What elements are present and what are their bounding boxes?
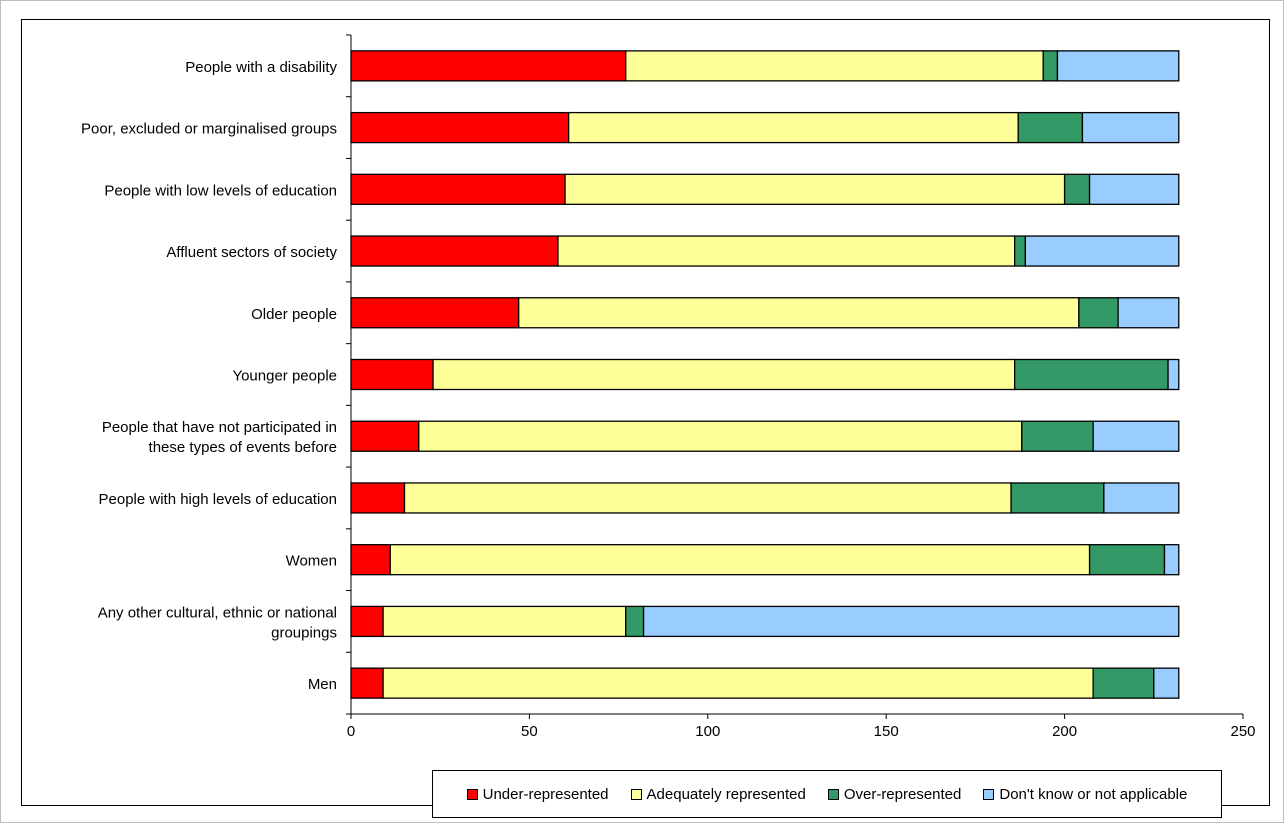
legend: Under-represented Adequately represented O… — [432, 770, 1222, 818]
bar-segment — [382, 605, 627, 638]
legend-swatch — [466, 788, 478, 800]
bar-segment — [389, 544, 1091, 576]
bar-segment — [1078, 297, 1119, 329]
chart-area: People with a disability Poor, excluded o… — [21, 19, 1270, 818]
bar-segment — [350, 50, 627, 82]
bar-segment — [1103, 482, 1180, 514]
bar-segment — [418, 420, 1023, 452]
legend-item: Under-represented — [466, 785, 609, 803]
bar-segment — [382, 667, 1094, 699]
bar-segment — [625, 605, 645, 638]
legend-item: Adequately represented — [630, 785, 806, 803]
bar-segment — [1163, 544, 1180, 576]
category-label: these types of events before — [149, 439, 337, 456]
category-label: Affluent sectors of society — [166, 244, 337, 261]
x-tick-label: 50 — [521, 723, 538, 740]
bar-segment — [1063, 173, 1091, 205]
category-label: Women — [286, 553, 337, 570]
legend-label: Don't know or not applicable — [999, 785, 1188, 803]
stacked-bar-chart: People with a disability Poor, excluded o… — [81, 34, 1256, 740]
category-label: People with a disability — [185, 59, 337, 76]
x-tick-label: 200 — [1052, 723, 1077, 740]
legend-label: Adequately represented — [646, 785, 806, 803]
category-label: People with high levels of education — [99, 491, 338, 508]
bar-segment — [1056, 50, 1180, 82]
bar-segment — [1088, 544, 1166, 576]
bar-segment — [350, 605, 384, 638]
bar-segment — [1117, 297, 1180, 329]
bar-segment — [642, 605, 1180, 638]
bar-segment — [1153, 667, 1180, 699]
bar-segment — [1088, 173, 1180, 205]
bar-segment — [403, 482, 1012, 514]
legend-swatch — [983, 788, 995, 800]
bar-segment — [350, 297, 520, 329]
bar-segment — [564, 173, 1066, 205]
bar-segment — [1081, 111, 1180, 144]
bar-segment — [1092, 420, 1180, 452]
legend-label: Under-represented — [482, 785, 609, 803]
bar-segment — [1092, 667, 1155, 699]
bar-segment — [557, 235, 1016, 267]
bar-segment — [1013, 235, 1027, 267]
category-label: Any other cultural, ethnic or national — [98, 604, 337, 621]
legend-swatch — [827, 788, 839, 800]
category-label: Men — [308, 676, 337, 693]
bar-segment — [1167, 358, 1180, 391]
category-label: Older people — [251, 306, 337, 323]
x-tick-label: 250 — [1230, 723, 1255, 740]
bar-segment — [625, 50, 1044, 82]
bar-segment — [432, 358, 1016, 391]
bar-segment — [350, 544, 391, 576]
category-label: People with low levels of education — [104, 182, 337, 199]
bar-segment — [350, 111, 570, 144]
legend-item: Don't know or not applicable — [983, 786, 1187, 803]
legend-item: Over-represented — [827, 785, 962, 803]
bar-segment — [1010, 482, 1105, 514]
category-label: groupings — [271, 624, 337, 641]
bar-segment — [350, 667, 384, 699]
legend-label: Over-represented — [843, 785, 962, 803]
category-label: People that have not participated in — [102, 419, 337, 436]
x-tick-label: 100 — [695, 723, 720, 740]
bar-segment — [567, 111, 1019, 144]
bar-segment — [350, 173, 566, 205]
bar-segment — [350, 235, 559, 267]
bar-segment — [1017, 111, 1084, 144]
bar-segment — [1042, 50, 1059, 82]
bar-segment — [350, 358, 434, 391]
category-label: Poor, excluded or marginalised groups — [81, 121, 337, 138]
x-tick-label: 0 — [347, 723, 355, 740]
legend-swatch — [630, 788, 642, 800]
bar-segment — [1013, 358, 1169, 391]
bar-segment — [1021, 420, 1094, 452]
bar-segment — [1024, 235, 1180, 267]
bar-segment — [350, 420, 420, 452]
bar-segment — [350, 482, 406, 514]
x-tick-label: 150 — [874, 723, 899, 740]
category-label: Younger people — [232, 368, 337, 385]
bar-segment — [518, 297, 1080, 329]
